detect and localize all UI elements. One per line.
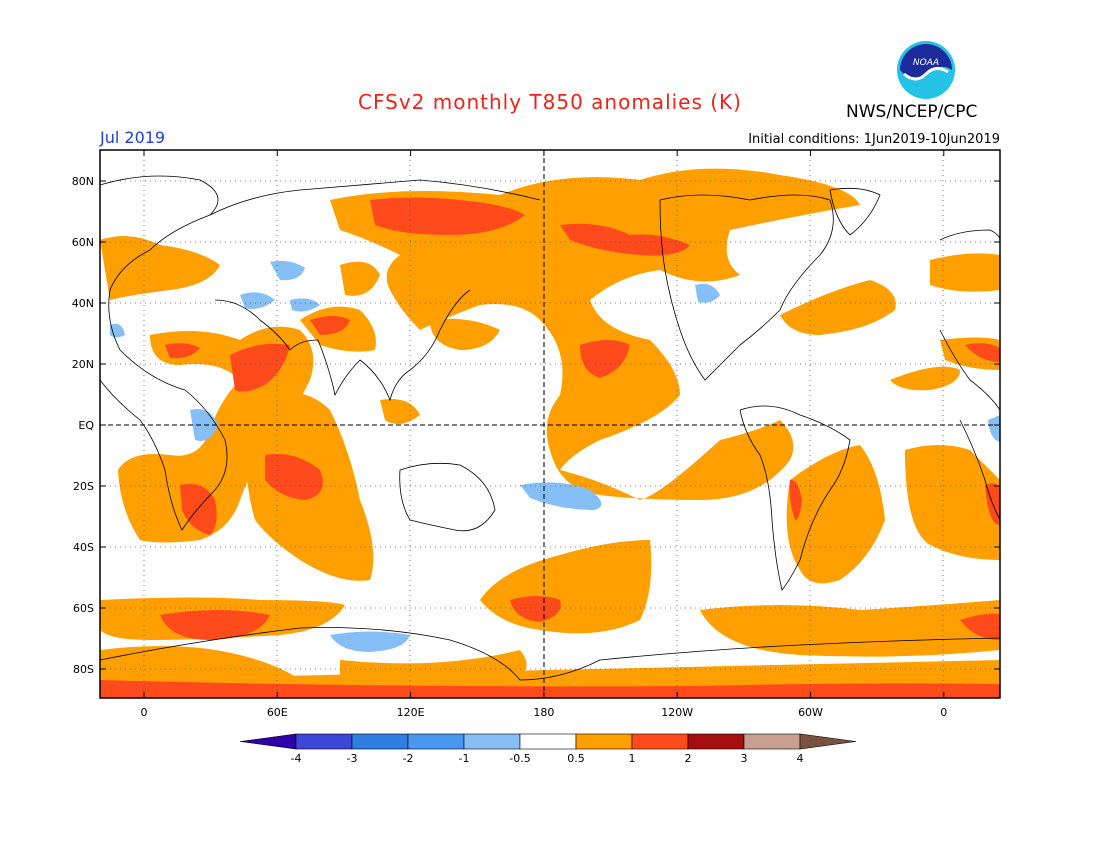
longitude-label: 120E <box>397 706 425 719</box>
colorbar-swatch <box>463 733 521 750</box>
colorbar: -4 -3 -2 -1 -0.5 0.5 1 2 3 4 <box>239 733 857 765</box>
map-frame <box>99 149 1001 699</box>
agency-label: NWS/NCEP/CPC <box>846 102 978 122</box>
equator-dateline <box>100 150 1000 698</box>
period-label: Jul 2019 <box>100 128 166 147</box>
noaa-logo: NOAA <box>897 41 955 99</box>
colorbar-tick-label: -4 <box>291 752 302 765</box>
latitude-label: 40S <box>73 541 94 554</box>
colorbar-swatch <box>743 733 801 750</box>
latitude-label: 40N <box>72 297 94 310</box>
colorbar-tick-label: -0.5 <box>509 752 530 765</box>
colorbar-swatch <box>519 733 577 750</box>
colorbar-tick-label: 1 <box>629 752 636 765</box>
latitude-label: 20S <box>73 480 94 493</box>
longitude-label: 120W <box>661 706 693 719</box>
coastlines <box>100 175 1000 681</box>
latitude-labels: 80N 60N 40N 20N EQ 20S 40S 60S 80S <box>72 175 95 676</box>
longitude-label: 60W <box>798 706 823 719</box>
longitude-label: 60E <box>267 706 288 719</box>
colorbar-arrow-low <box>239 733 297 750</box>
latitude-label: EQ <box>78 419 94 432</box>
colorbar-swatch <box>351 733 409 750</box>
latitude-label: 60N <box>72 236 94 249</box>
latitude-label: 80S <box>73 663 94 676</box>
anomaly-positive-strong <box>100 197 1000 698</box>
colorbar-swatch <box>407 733 465 750</box>
colorbar-swatch <box>631 733 689 750</box>
initial-conditions-label: Initial conditions: 1Jun2019-10Jun2019 <box>748 132 1000 147</box>
latitude-label: 80N <box>72 175 94 188</box>
colorbar-tick-label: 3 <box>741 752 748 765</box>
latitude-label: 60S <box>73 602 94 615</box>
latitude-label: 20N <box>72 358 94 371</box>
colorbar-tick-label: 4 <box>797 752 804 765</box>
colorbar-swatch <box>575 733 633 750</box>
longitude-label: 0 <box>141 706 148 719</box>
anomaly-field <box>100 150 1000 698</box>
longitude-label: 0 <box>940 706 947 719</box>
map-title: CFSv2 monthly T850 anomalies (K) <box>358 90 742 114</box>
longitude-labels: 0 60E 120E 180 120W 60W 0 <box>141 706 948 719</box>
colorbar-tick-label: 0.5 <box>567 752 585 765</box>
longitude-label: 180 <box>533 706 554 719</box>
colorbar-tick-label: -3 <box>347 752 358 765</box>
colorbar-swatch <box>687 733 745 750</box>
colorbar-arrow-high <box>799 733 857 750</box>
axis-ticks <box>100 150 1000 698</box>
colorbar-tick-label: 2 <box>685 752 692 765</box>
logo-text: NOAA <box>913 58 939 68</box>
colorbar-tick-label: -2 <box>403 752 414 765</box>
colorbar-tick-label: -1 <box>459 752 470 765</box>
colorbar-swatch <box>295 733 353 750</box>
graticule <box>100 150 1000 698</box>
